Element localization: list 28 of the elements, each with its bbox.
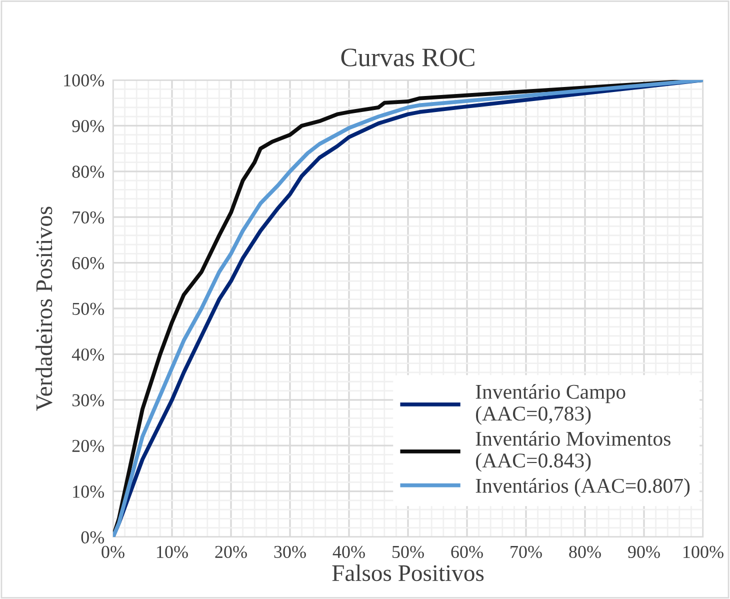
x-tick-label: 30%	[274, 546, 306, 558]
chart-title: Curvas ROC	[341, 48, 474, 66]
x-tick-label: 20%	[215, 546, 247, 558]
y-tick-label: 90%	[72, 120, 104, 132]
y-tick-label: 70%	[72, 211, 104, 224]
legend-label: Inventário Movimentos (AAC=0.843)	[476, 431, 670, 472]
x-tick-label: 50%	[392, 546, 424, 558]
legend-label: Inventários (AAC=0.807)	[476, 478, 690, 498]
x-tick-label: 80%	[569, 546, 601, 558]
x-tick-label: 10%	[157, 546, 188, 558]
y-tick-label: 50%	[72, 302, 104, 315]
y-tick-label: 100%	[64, 74, 104, 86]
y-tick-label: 80%	[72, 166, 104, 178]
y-tick-label: 30%	[72, 394, 104, 406]
legend-label: Inventário Campo (AAC=0,783)	[476, 384, 626, 425]
y-tick-label: 10%	[73, 486, 104, 498]
x-tick-label: 60%	[451, 546, 483, 558]
x-tick-label: 0%	[102, 546, 124, 558]
y-axis-title: Verdadeiros Positivos	[36, 206, 52, 411]
y-tick-label: 40%	[72, 348, 104, 361]
y-tick-label: 0%	[81, 531, 104, 544]
y-tick-label: 60%	[72, 257, 104, 270]
x-tick-label: 40%	[332, 546, 365, 558]
x-axis-title: Falsos Positivos	[332, 564, 484, 582]
x-tick-label: 90%	[628, 546, 660, 558]
x-tick-label: 70%	[510, 546, 542, 558]
y-tick-label: 20%	[72, 440, 104, 452]
x-tick-label: 100%	[684, 546, 724, 558]
